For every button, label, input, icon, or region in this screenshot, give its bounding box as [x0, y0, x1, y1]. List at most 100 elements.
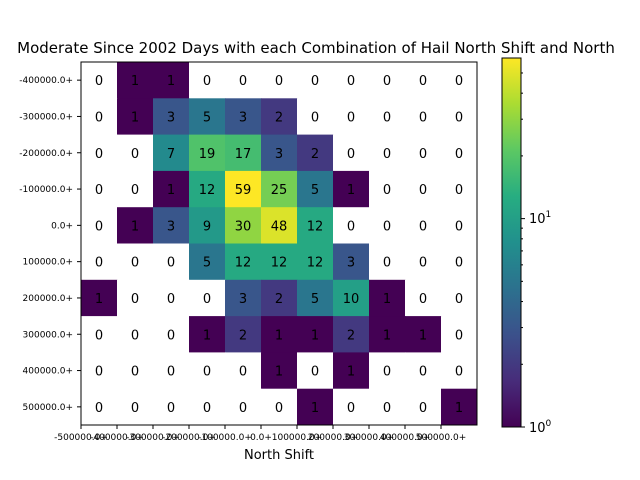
plot-frame [80, 61, 478, 426]
heatmap-cell-label: 0 [131, 147, 139, 162]
heatmap-cell-label: 0 [455, 365, 463, 380]
heatmap-cell [117, 134, 154, 172]
heatmap-cell [261, 279, 298, 317]
heatmap-cell [117, 207, 154, 244]
heatmap-cell-label: 1 [203, 328, 211, 343]
heatmap-cell-label: 1 [95, 292, 103, 307]
heatmap-cell [441, 243, 478, 281]
heatmap-cell [261, 170, 298, 208]
heatmap-cell [225, 98, 262, 136]
heatmap-cell-label: 0 [419, 401, 427, 416]
colorbar: 100 101 [501, 57, 552, 436]
heatmap-cell-label: 0 [419, 219, 427, 234]
heatmap-cell [225, 352, 262, 390]
x-tick-label: 400000.0+ [380, 433, 430, 443]
heatmap-cell-label: 0 [167, 328, 175, 343]
heatmap-cell-label: 1 [311, 401, 319, 416]
heatmap-cell [189, 62, 226, 99]
heatmap-cell [81, 279, 118, 317]
heatmap-cell [189, 207, 226, 244]
heatmap-cell-label: 2 [311, 147, 319, 162]
x-tick-label: -500000.0+ [54, 433, 108, 443]
heatmap-cell-label: 1 [167, 74, 175, 89]
heatmap-cell-label: 3 [239, 292, 247, 307]
heatmap-cell [333, 134, 370, 172]
y-tick-label: 200000.0+ [23, 294, 73, 304]
y-tick-label: 300000.0+ [23, 330, 73, 340]
heatmap-cell-label: 5 [203, 110, 211, 125]
heatmap-cell [153, 134, 190, 172]
x-tick-label: -200000.0+ [162, 433, 216, 443]
heatmap-cell [153, 352, 190, 390]
heatmap-cell [225, 388, 262, 426]
x-tick-label: -300000.0+ [126, 433, 180, 443]
heatmap-cell [405, 98, 442, 136]
heatmap-cell [261, 98, 298, 136]
heatmap-cell [333, 279, 370, 317]
heatmap-cell [333, 316, 370, 353]
y-tick-label: 100000.0+ [23, 258, 73, 268]
heatmap-cell-label: 0 [131, 328, 139, 343]
heatmap-cell-label: 12 [199, 183, 216, 198]
heatmap-cell [117, 316, 154, 353]
heatmap-cell-label: 0 [167, 292, 175, 307]
heatmap-cell-label: 0 [95, 74, 103, 89]
y-tick-label: -300000.0+ [19, 112, 73, 122]
heatmap-cell-label: 7 [167, 147, 175, 162]
heatmap-cell [405, 243, 442, 281]
heatmap-cell-label: 0 [131, 292, 139, 307]
heatmap-cell-label: 3 [347, 256, 355, 271]
heatmap-cell [189, 170, 226, 208]
heatmap-cell-label: 0 [95, 256, 103, 271]
heatmap-cell-label: 5 [311, 292, 319, 307]
y-tick-label: 500000.0+ [23, 403, 73, 413]
heatmap-cell [81, 62, 118, 99]
y-axis-ticks: -400000.0+ -300000.0+ -200000.0+ -100000.0+… [19, 76, 81, 413]
heatmap-cell [189, 352, 226, 390]
heatmap-cell [189, 316, 226, 353]
heatmap-cell [333, 62, 370, 99]
heatmap-cell-label: 0 [311, 110, 319, 125]
heatmap-cell [261, 134, 298, 172]
heatmap-cell-label: 3 [275, 147, 283, 162]
heatmap-cell [405, 207, 442, 244]
heatmap-cell-label: 1 [131, 110, 139, 125]
heatmap-cell-label: 0 [131, 365, 139, 380]
heatmap-cell-label: 3 [167, 110, 175, 125]
heatmap-cell-label: 1 [275, 328, 283, 343]
heatmap-cell [153, 207, 190, 244]
heatmap-cell [81, 134, 118, 172]
heatmap-cell [405, 279, 442, 317]
heatmap-cell-label: 0 [95, 401, 103, 416]
heatmap-cell [189, 388, 226, 426]
x-tick-label: 500000.0+ [416, 433, 466, 443]
heatmap-cell-label: 1 [347, 365, 355, 380]
heatmap-cell-label: 1 [455, 401, 463, 416]
heatmap-cell-label: 2 [275, 292, 283, 307]
heatmap-cell [117, 388, 154, 426]
heatmap-cell-label: 0 [455, 219, 463, 234]
heatmap-cell-label: 0 [131, 256, 139, 271]
heatmap-cell-label: 0 [131, 401, 139, 416]
heatmap-cell [441, 316, 478, 353]
heatmap-cell [153, 243, 190, 281]
heatmap-cell [261, 243, 298, 281]
heatmap-cell [297, 170, 334, 208]
heatmap-cell-label: 0 [203, 292, 211, 307]
heatmap-cell [297, 279, 334, 317]
x-tick-label: 200000.0+ [308, 433, 358, 443]
heatmap-cell-label: 1 [275, 365, 283, 380]
heatmap-cell-label: 0 [275, 74, 283, 89]
heatmap-cell-label: 0 [275, 401, 283, 416]
x-tick-label: 300000.0+ [344, 433, 394, 443]
heatmap-cell-label: 25 [271, 183, 288, 198]
heatmap-cell [405, 352, 442, 390]
x-tick-label: -100000.0+ [198, 433, 252, 443]
heatmap-cell [333, 243, 370, 281]
heatmap-cell-label: 12 [271, 256, 288, 271]
heatmap-cell-label: 0 [347, 401, 355, 416]
heatmap-cell-label: 0 [239, 401, 247, 416]
heatmap-cell [441, 279, 478, 317]
y-tick-label: 0.0+ [51, 221, 73, 231]
